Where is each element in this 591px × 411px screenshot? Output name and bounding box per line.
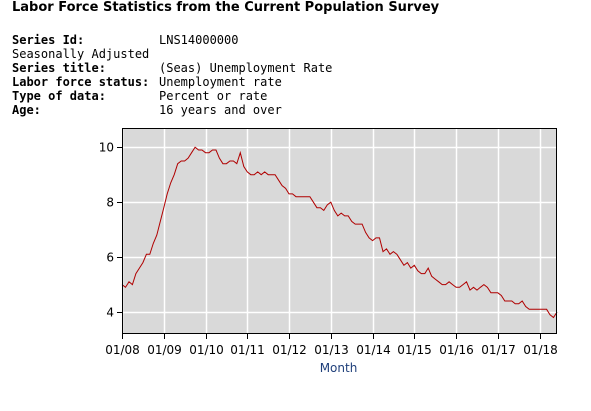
series-title-label: Series title: [12, 61, 106, 75]
type-of-data-label: Type of data: [12, 89, 106, 103]
x-tick-label: 01/12 [272, 343, 307, 357]
age-label: Age: [12, 103, 41, 117]
labor-force-status-value: Unemployment rate [159, 75, 282, 89]
x-tick-label: 01/09 [147, 343, 182, 357]
y-tick-label: 4 [106, 306, 114, 320]
x-tick-label: 01/14 [356, 343, 391, 357]
x-tick-label: 01/13 [314, 343, 349, 357]
x-tick-label: 01/18 [523, 343, 558, 357]
y-tick-label: 8 [106, 196, 114, 210]
adjustment-text: Seasonally Adjusted [12, 47, 150, 61]
x-tick-label: 01/15 [397, 343, 432, 357]
plot-frame [122, 128, 557, 334]
plot-area [122, 128, 557, 334]
age-value: 16 years and over [159, 103, 282, 117]
x-tick-label: 01/17 [481, 343, 516, 357]
series-line-unemployment-rate [121, 146, 558, 319]
x-tick-label: 01/11 [230, 343, 265, 357]
y-tick-label: 10 [99, 141, 114, 155]
y-tick-label: 6 [106, 251, 114, 265]
x-tick-label: 01/08 [105, 343, 140, 357]
page-title: Labor Force Statistics from the Current … [12, 0, 440, 15]
x-tick-label: 01/16 [439, 343, 474, 357]
series-title-value: (Seas) Unemployment Rate [159, 61, 333, 75]
labor-force-status-label: Labor force status: [12, 75, 150, 89]
x-tick-label: 01/10 [189, 343, 224, 357]
x-axis-title: Month [320, 361, 358, 375]
series-id-label: Series Id: [12, 33, 85, 47]
y-axis: 4 6 8 10 [99, 141, 122, 320]
type-of-data-value: Percent or rate [159, 89, 268, 103]
x-axis: 01/08 01/09 01/10 01/11 01/12 01/13 01/14 01/15… [105, 334, 558, 357]
series-id-value: LNS14000000 [159, 33, 239, 47]
